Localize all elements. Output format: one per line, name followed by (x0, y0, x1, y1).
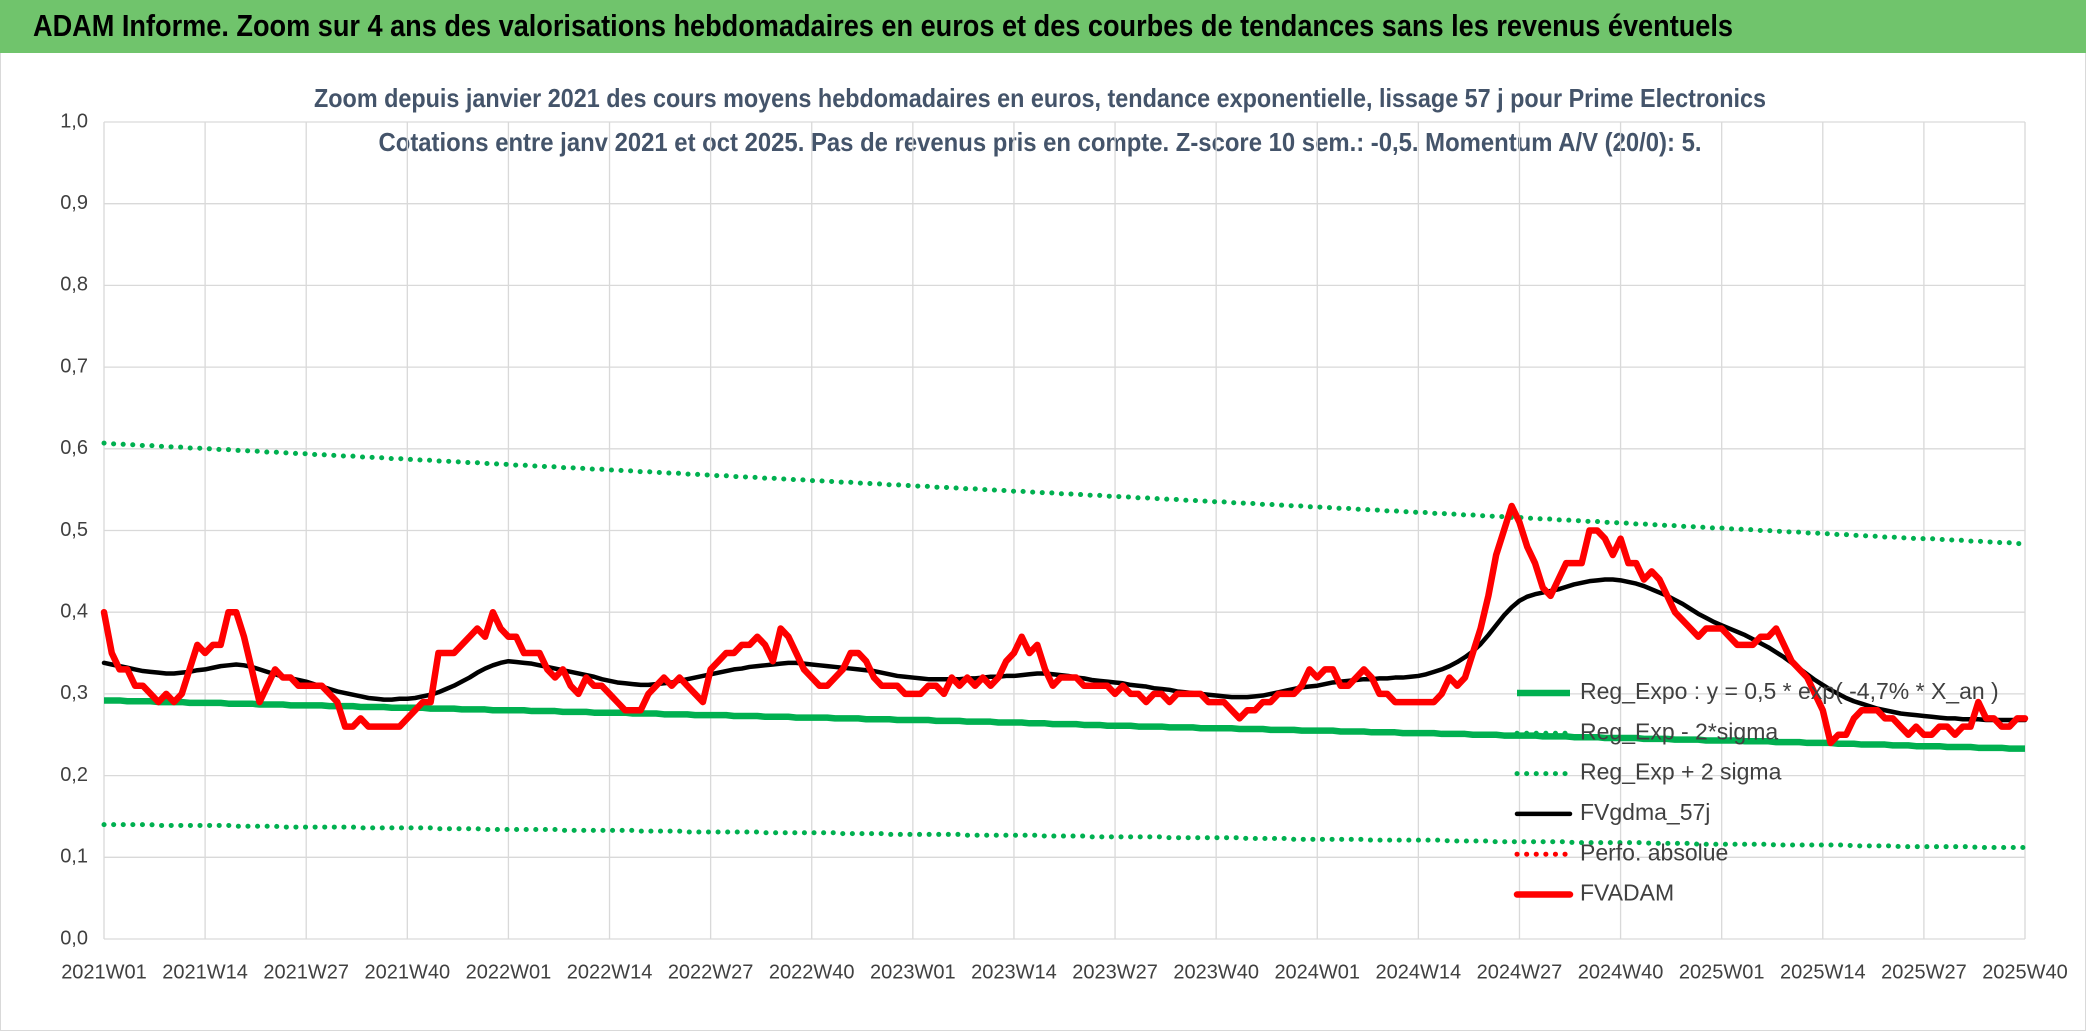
x-tick-label: 2022W27 (668, 961, 754, 983)
legend-label: Reg_Exp - 2*sigma (1580, 718, 1778, 744)
y-tick-label: 0,8 (60, 274, 88, 296)
chart-subtitle: Cotations entre janv 2021 et oct 2025. P… (379, 127, 1702, 157)
y-tick-label: 0,6 (60, 437, 88, 459)
x-tick-label: 2022W01 (466, 961, 552, 983)
legend-label: FVADAM (1580, 880, 1674, 906)
x-tick-label: 2025W27 (1881, 961, 1967, 983)
x-tick-label: 2023W14 (971, 961, 1057, 983)
chart-title: ADAM Informe. Zoom sur 4 ans des valoris… (33, 8, 1733, 43)
x-tick-label: 2021W40 (365, 961, 451, 983)
x-tick-label: 2025W01 (1679, 961, 1765, 983)
line-series (101, 440, 2028, 547)
x-tick-label: 2025W14 (1780, 961, 1866, 983)
legend-label: Reg_Expo : y = 0,5 * exp( -4,7% * X_an ) (1580, 678, 1999, 704)
y-tick-label: 1,0 (60, 110, 88, 132)
x-tick-label: 2023W40 (1173, 961, 1259, 983)
y-tick-label: 0,0 (60, 927, 88, 949)
line-series (101, 822, 2028, 850)
y-tick-label: 0,9 (60, 192, 88, 214)
x-tick-label: 2023W01 (870, 961, 956, 983)
legend-label: Perfo. absolue (1580, 839, 1728, 865)
x-tick-label: 2024W27 (1477, 961, 1563, 983)
legend-label: FVgdma_57j (1580, 799, 1710, 825)
y-tick-label: 0,1 (60, 846, 88, 868)
x-tick-label: 2021W14 (162, 961, 248, 983)
header-bar (0, 0, 2086, 53)
x-tick-label: 2021W27 (263, 961, 349, 983)
legend-label: Reg_Exp + 2 sigma (1580, 759, 1782, 785)
chart-subtitle: Zoom depuis janvier 2021 des cours moyen… (314, 83, 1766, 113)
x-tick-label: 2025W40 (1982, 961, 2068, 983)
x-tick-label: 2022W14 (567, 961, 653, 983)
y-tick-label: 0,4 (60, 600, 88, 622)
y-tick-label: 0,7 (60, 355, 88, 377)
y-tick-label: 0,2 (60, 764, 88, 786)
x-tick-label: 2021W01 (61, 961, 147, 983)
y-tick-label: 0,5 (60, 519, 88, 541)
line-series (100, 502, 2029, 747)
x-tick-label: 2024W14 (1376, 961, 1462, 983)
x-tick-label: 2024W40 (1578, 961, 1664, 983)
x-tick-label: 2023W27 (1072, 961, 1158, 983)
x-tick-label: 2022W40 (769, 961, 855, 983)
line-series (104, 697, 2025, 752)
plot-area (100, 440, 2029, 850)
y-tick-label: 0,3 (60, 682, 88, 704)
x-tick-label: 2024W01 (1274, 961, 1360, 983)
legend: Reg_Expo : y = 0,5 * exp( -4,7% * X_an )… (1513, 678, 1999, 906)
